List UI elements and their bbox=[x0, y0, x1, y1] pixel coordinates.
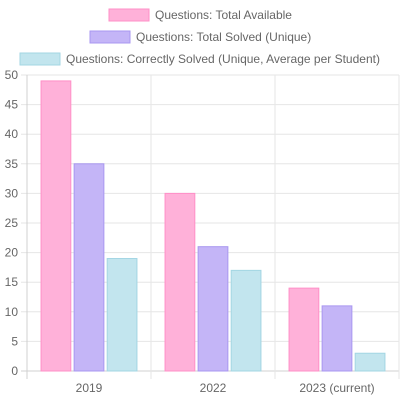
y-tick-label: 45 bbox=[5, 98, 19, 112]
y-tick-label: 15 bbox=[5, 275, 19, 289]
x-axis-ticks: 2019 2022 2023 (current) bbox=[76, 381, 375, 395]
y-tick-label: 30 bbox=[5, 186, 19, 200]
legend-swatch bbox=[89, 30, 131, 44]
bar[interactable] bbox=[288, 287, 320, 372]
x-tick-label: 2019 bbox=[76, 381, 103, 395]
x-tick-label: 2023 (current) bbox=[299, 381, 374, 395]
legend-swatch bbox=[19, 52, 61, 66]
bar[interactable] bbox=[40, 80, 72, 372]
x-tick-label: 2022 bbox=[200, 381, 227, 395]
y-axis-ticks: 0 5 10 15 20 25 30 35 40 45 50 bbox=[5, 68, 19, 378]
y-tick-label: 20 bbox=[5, 246, 19, 260]
y-tick-label: 25 bbox=[5, 216, 19, 230]
y-tick-label: 35 bbox=[5, 157, 19, 171]
bar[interactable] bbox=[230, 269, 262, 372]
y-tick-label: 40 bbox=[5, 127, 19, 141]
bars bbox=[40, 80, 386, 372]
legend-swatch bbox=[108, 8, 150, 22]
legend-label: Questions: Total Solved (Unique) bbox=[136, 30, 311, 44]
legend: Questions: Total Available Questions: Tot… bbox=[19, 8, 380, 66]
y-tick-label: 50 bbox=[5, 68, 19, 82]
bar[interactable] bbox=[321, 305, 353, 372]
legend-item[interactable]: Questions: Total Solved (Unique) bbox=[89, 30, 311, 44]
bar[interactable] bbox=[73, 163, 105, 372]
y-tick-label: 0 bbox=[11, 364, 18, 378]
legend-label: Questions: Correctly Solved (Unique, Ave… bbox=[66, 52, 380, 66]
bar[interactable] bbox=[354, 352, 386, 372]
legend-item[interactable]: Questions: Total Available bbox=[108, 8, 292, 22]
bar[interactable] bbox=[164, 192, 196, 372]
legend-label: Questions: Total Available bbox=[155, 8, 292, 22]
y-tick-label: 5 bbox=[11, 334, 18, 348]
bar[interactable] bbox=[197, 246, 229, 372]
y-tick-label: 10 bbox=[5, 305, 19, 319]
bar[interactable] bbox=[106, 258, 138, 372]
legend-item[interactable]: Questions: Correctly Solved (Unique, Ave… bbox=[19, 52, 380, 66]
